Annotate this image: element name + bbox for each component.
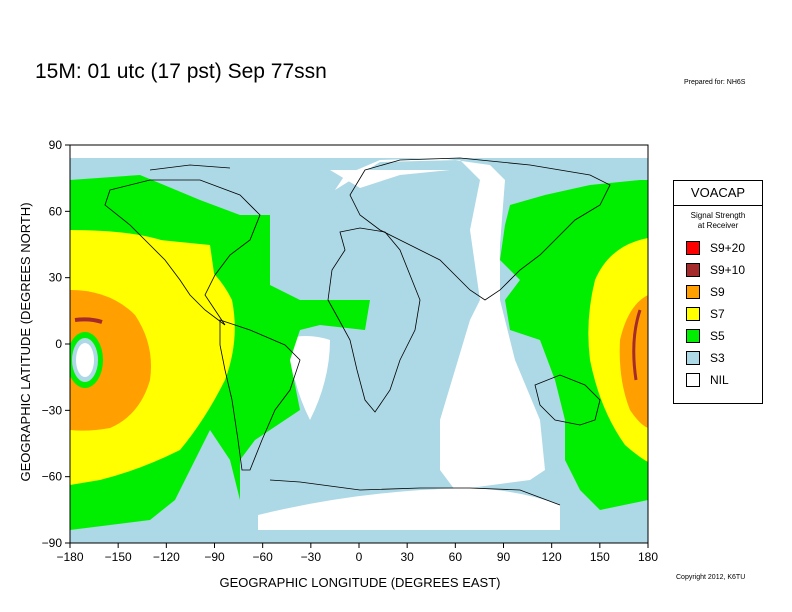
x-tick-label: 180 bbox=[638, 550, 658, 564]
x-tick-label: 30 bbox=[400, 550, 414, 564]
legend-item: NIL bbox=[674, 369, 762, 391]
x-tick-label: −120 bbox=[153, 550, 180, 564]
x-tick-label: 60 bbox=[449, 550, 463, 564]
legend-swatch bbox=[686, 285, 700, 299]
legend-label: S9 bbox=[710, 285, 725, 299]
map-title: 15M: 01 utc (17 pst) Sep 77ssn bbox=[35, 60, 327, 83]
s9-plus-10-band bbox=[74, 317, 103, 324]
y-tick-label: 90 bbox=[49, 138, 63, 152]
prepared-for-note: Prepared for: NH6S bbox=[684, 79, 746, 86]
x-axis-label: GEOGRAPHIC LONGITUDE (DEGREES EAST) bbox=[219, 575, 501, 590]
y-tick-label: −60 bbox=[42, 470, 63, 484]
y-tick-label: 60 bbox=[49, 204, 63, 218]
legend-swatch bbox=[686, 351, 700, 365]
legend-swatch bbox=[686, 329, 700, 343]
legend-item: S7 bbox=[674, 303, 762, 325]
legend-label: S9+10 bbox=[710, 263, 746, 277]
x-tick-label: −30 bbox=[301, 550, 322, 564]
legend-swatch bbox=[686, 373, 700, 387]
legend-item: S9+10 bbox=[674, 259, 762, 281]
legend-item: S9+20 bbox=[674, 237, 762, 259]
x-tick-label: −60 bbox=[252, 550, 273, 564]
legend-subtitle: Signal Strength at Receiver bbox=[674, 211, 762, 231]
y-axis-label: GEOGRAPHIC LATITUDE (DEGREES NORTH) bbox=[18, 202, 33, 482]
x-tick-label: −180 bbox=[56, 550, 83, 564]
legend-title: VOACAP bbox=[674, 181, 762, 206]
legend-items: S9+20 S9+10 S9 S7 S5 S3 NIL bbox=[674, 237, 762, 391]
x-tick-label: 90 bbox=[497, 550, 511, 564]
y-tick-label: −90 bbox=[42, 536, 63, 550]
x-tick-label: 120 bbox=[542, 550, 562, 564]
x-tick-label: −150 bbox=[105, 550, 132, 564]
legend-swatch bbox=[686, 263, 700, 277]
legend-label: S9+20 bbox=[710, 241, 746, 255]
y-axis: 90 60 30 0 −30 −60 −90 bbox=[42, 138, 70, 550]
x-tick-label: −90 bbox=[204, 550, 225, 564]
legend-label: S3 bbox=[710, 351, 725, 365]
legend-subtitle-line1: Signal Strength bbox=[690, 211, 746, 220]
legend: VOACAP Signal Strength at Receiver S9+20… bbox=[673, 180, 763, 404]
legend-label: S7 bbox=[710, 307, 725, 321]
y-tick-label: 30 bbox=[49, 271, 63, 285]
legend-subtitle-line2: at Receiver bbox=[697, 221, 739, 230]
s9-plus-10-band-east bbox=[632, 309, 642, 381]
x-tick-label: 0 bbox=[356, 550, 363, 564]
y-tick-label: −30 bbox=[42, 403, 63, 417]
skip-zone bbox=[70, 332, 103, 388]
legend-item: S9 bbox=[674, 281, 762, 303]
copyright-note: Copyright 2012, K6TU bbox=[676, 574, 746, 581]
legend-item: S3 bbox=[674, 347, 762, 369]
legend-label: S5 bbox=[710, 329, 725, 343]
coverage-layers bbox=[70, 145, 648, 543]
y-tick-label: 0 bbox=[55, 337, 62, 351]
legend-swatch bbox=[686, 307, 700, 321]
legend-label: NIL bbox=[710, 373, 729, 387]
legend-item: S5 bbox=[674, 325, 762, 347]
x-tick-label: 150 bbox=[590, 550, 610, 564]
x-axis: −180 −150 −120 −90 −60 −30 0 30 60 90 120 150 180 bbox=[56, 543, 658, 564]
coastlines bbox=[104, 157, 611, 506]
legend-swatch bbox=[686, 241, 700, 255]
